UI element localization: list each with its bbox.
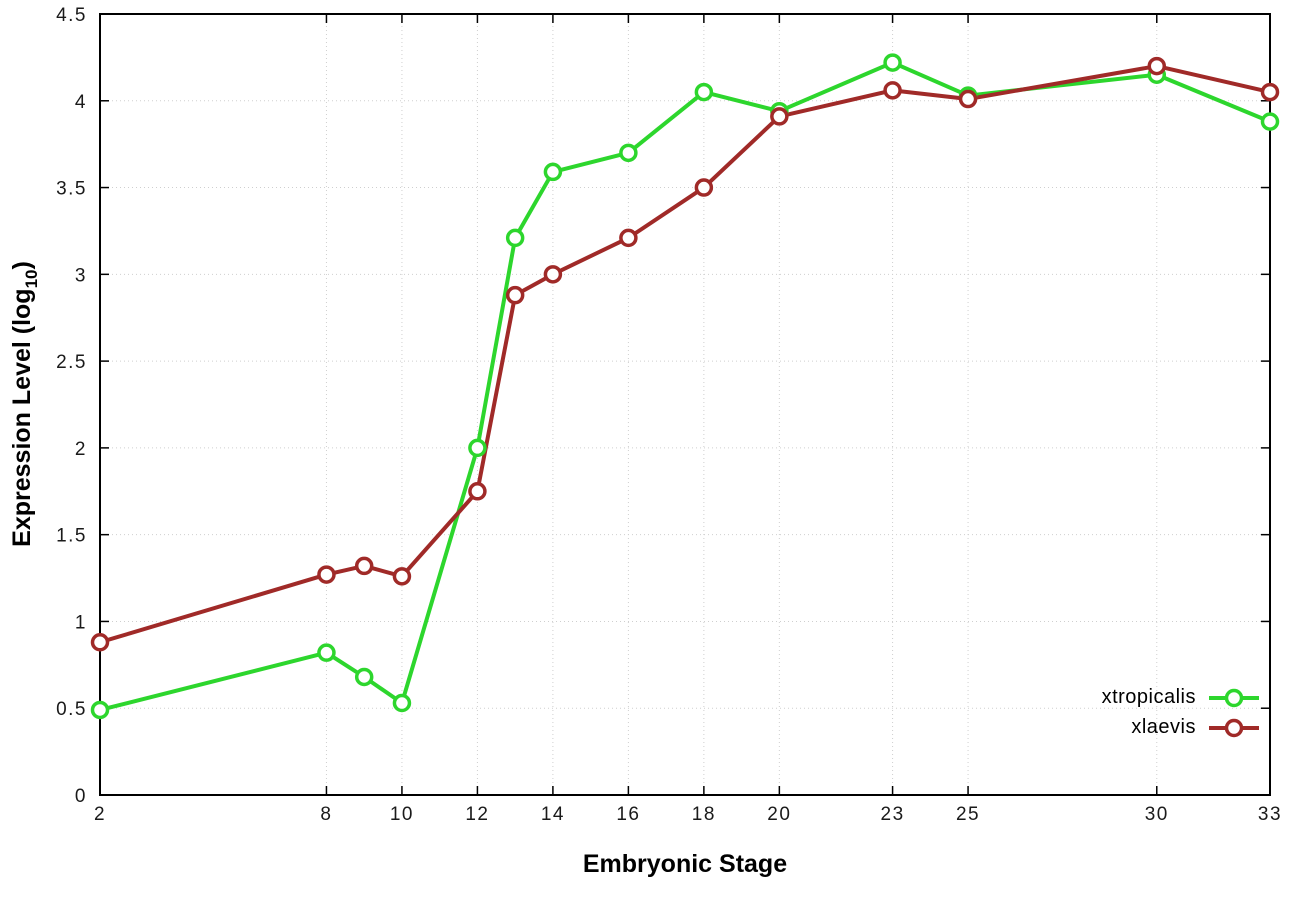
x-tick-label: 25 — [956, 804, 980, 825]
data-point-xtropicalis — [468, 438, 487, 458]
data-point-xtropicalis — [392, 693, 412, 713]
x-tick-label: 16 — [616, 804, 640, 825]
x-tick-label: 10 — [390, 804, 414, 825]
y-tick-label: 4.5 — [56, 5, 87, 26]
x-tick-label: 14 — [541, 804, 565, 825]
data-point-xlaevis — [619, 228, 638, 248]
data-point-xlaevis — [1260, 82, 1280, 102]
data-point-xlaevis — [883, 81, 902, 100]
plot-border — [99, 13, 1271, 796]
data-point-xtropicalis — [694, 82, 714, 102]
x-tick-label: 20 — [767, 804, 791, 825]
data-point-xlaevis — [694, 178, 714, 197]
data-point-xlaevis — [505, 285, 525, 305]
legend-marker — [1224, 688, 1244, 707]
x-tick-label: 33 — [1258, 804, 1282, 825]
y-tick-label: 1.5 — [56, 526, 87, 547]
y-axis-label-close: ) — [8, 261, 36, 269]
data-point-xtropicalis — [543, 162, 563, 182]
data-point-xtropicalis — [1260, 112, 1280, 131]
y-axis-label: Expression Level (log10) — [8, 261, 41, 547]
x-tick-label: 18 — [692, 804, 716, 825]
legend-item-xtropicalis: xtropicalis — [1102, 686, 1260, 709]
data-point-xlaevis — [1147, 56, 1167, 76]
data-point-xlaevis — [392, 567, 412, 586]
y-tick-label: 4 — [75, 92, 87, 113]
legend: xtropicalis xlaevis — [1102, 686, 1260, 739]
y-tick-label: 3.5 — [56, 179, 87, 200]
y-tick-label: 2 — [75, 439, 87, 460]
data-point-xtropicalis — [354, 667, 374, 687]
y-axis-label-subscript: 10 — [22, 269, 41, 288]
data-point-xtropicalis — [619, 143, 638, 163]
y-tick-label: 2.5 — [56, 352, 87, 373]
y-tick-label: 1 — [75, 612, 87, 633]
legend-label-xtropicalis: xtropicalis — [1101, 686, 1196, 708]
x-tick-label: 2 — [94, 804, 106, 825]
legend-swatch-xtropicalis — [1209, 688, 1259, 707]
data-point-xlaevis — [317, 565, 336, 584]
data-point-xlaevis — [468, 482, 487, 501]
x-tick-label: 30 — [1145, 804, 1169, 825]
series-line-xlaevis — [98, 64, 1272, 645]
data-point-xtropicalis — [505, 228, 525, 248]
data-point-xtropicalis — [90, 700, 110, 720]
data-point-xlaevis — [90, 633, 110, 652]
y-axis-label-main: Expression Level (log — [8, 288, 36, 546]
y-tick-label: 3 — [75, 265, 87, 286]
x-axis-label: Embryonic Stage — [583, 850, 787, 878]
data-point-xtropicalis — [883, 53, 902, 72]
x-tick-label: 12 — [465, 804, 489, 825]
data-point-xlaevis — [354, 556, 374, 576]
y-tick-label: 0.5 — [56, 699, 87, 720]
series-line-xtropicalis — [98, 60, 1272, 712]
x-tick-label: 8 — [320, 804, 332, 825]
y-tick-label: 0 — [75, 786, 87, 807]
legend-marker — [1224, 718, 1244, 737]
data-point-xtropicalis — [317, 643, 336, 662]
x-tick-label: 23 — [881, 804, 905, 825]
legend-item-xlaevis: xlaevis — [1131, 716, 1260, 739]
data-point-xlaevis — [770, 107, 789, 126]
data-point-xlaevis — [543, 265, 563, 284]
legend-swatch-xlaevis — [1209, 718, 1259, 737]
data-point-xlaevis — [958, 89, 978, 109]
legend-label-xlaevis: xlaevis — [1131, 716, 1196, 738]
